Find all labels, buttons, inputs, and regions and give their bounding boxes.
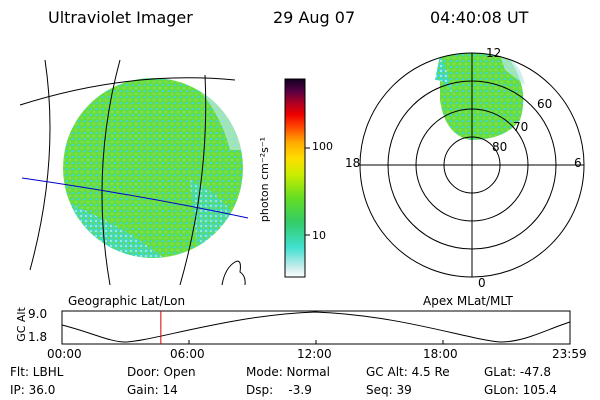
lat-label-70: 70 (513, 120, 529, 134)
orbit-xtick-1: 06:00 (170, 347, 205, 361)
mlt-label-12: 12 (486, 46, 502, 60)
info-glat: GLat: -47.8 (484, 365, 551, 379)
coastline (221, 260, 246, 286)
geo-image (19, 59, 249, 286)
info-door: Door: Open (127, 365, 196, 379)
colorbar-unit-label: photon cm⁻²s⁻¹ (258, 136, 272, 223)
lat-label-60: 60 (537, 97, 553, 111)
info-gain: Gain: 14 (127, 383, 178, 397)
date-label: 29 Aug 07 (273, 8, 356, 27)
orbit-plot (61, 310, 571, 345)
orbit-xtick-2: 12:00 (297, 347, 332, 361)
orbit-ylabel: GC Alt (14, 307, 28, 342)
instrument-title: Ultraviolet Imager (48, 8, 193, 27)
mlt-label-18: 18 (345, 156, 361, 170)
geo-plot-label: Geographic Lat/Lon (68, 294, 186, 308)
mlt-label-0: 0 (478, 276, 486, 290)
polar-plot-label: Apex MLat/MLT (423, 294, 513, 308)
orbit-altitude-curve (61, 311, 571, 343)
geo-terminator-line (21, 177, 249, 219)
info-flt: Flt: LBHL (10, 365, 64, 379)
info-ip: IP: 36.0 (10, 383, 56, 397)
mlt-label-6: 6 (574, 156, 582, 170)
orbit-xtick-3: 18:00 (423, 347, 458, 361)
colorbar (284, 78, 310, 278)
colorbar-tick-10: 10 (312, 229, 326, 242)
info-seq: Seq: 39 (366, 383, 412, 397)
orbit-xtick-0: 00:00 (47, 347, 82, 361)
orbit-ytick-min: 1.8 (28, 330, 48, 344)
orbit-xtick-4: 23:59 (552, 347, 587, 361)
info-gcalt: GC Alt: 4.5 Re (366, 365, 450, 379)
info-glon: GLon: 105.4 (484, 383, 557, 397)
colorbar-tick-100: 100 (312, 140, 333, 153)
time-label: 04:40:08 UT (430, 8, 529, 27)
geo-grid (19, 59, 236, 286)
info-dsp: Dsp: -3.9 (246, 383, 312, 397)
lat-label-80: 80 (492, 140, 508, 154)
orbit-ytick-max: 9.0 (28, 307, 48, 321)
info-mode: Mode: Normal (246, 365, 330, 379)
polar-plot (359, 52, 585, 278)
